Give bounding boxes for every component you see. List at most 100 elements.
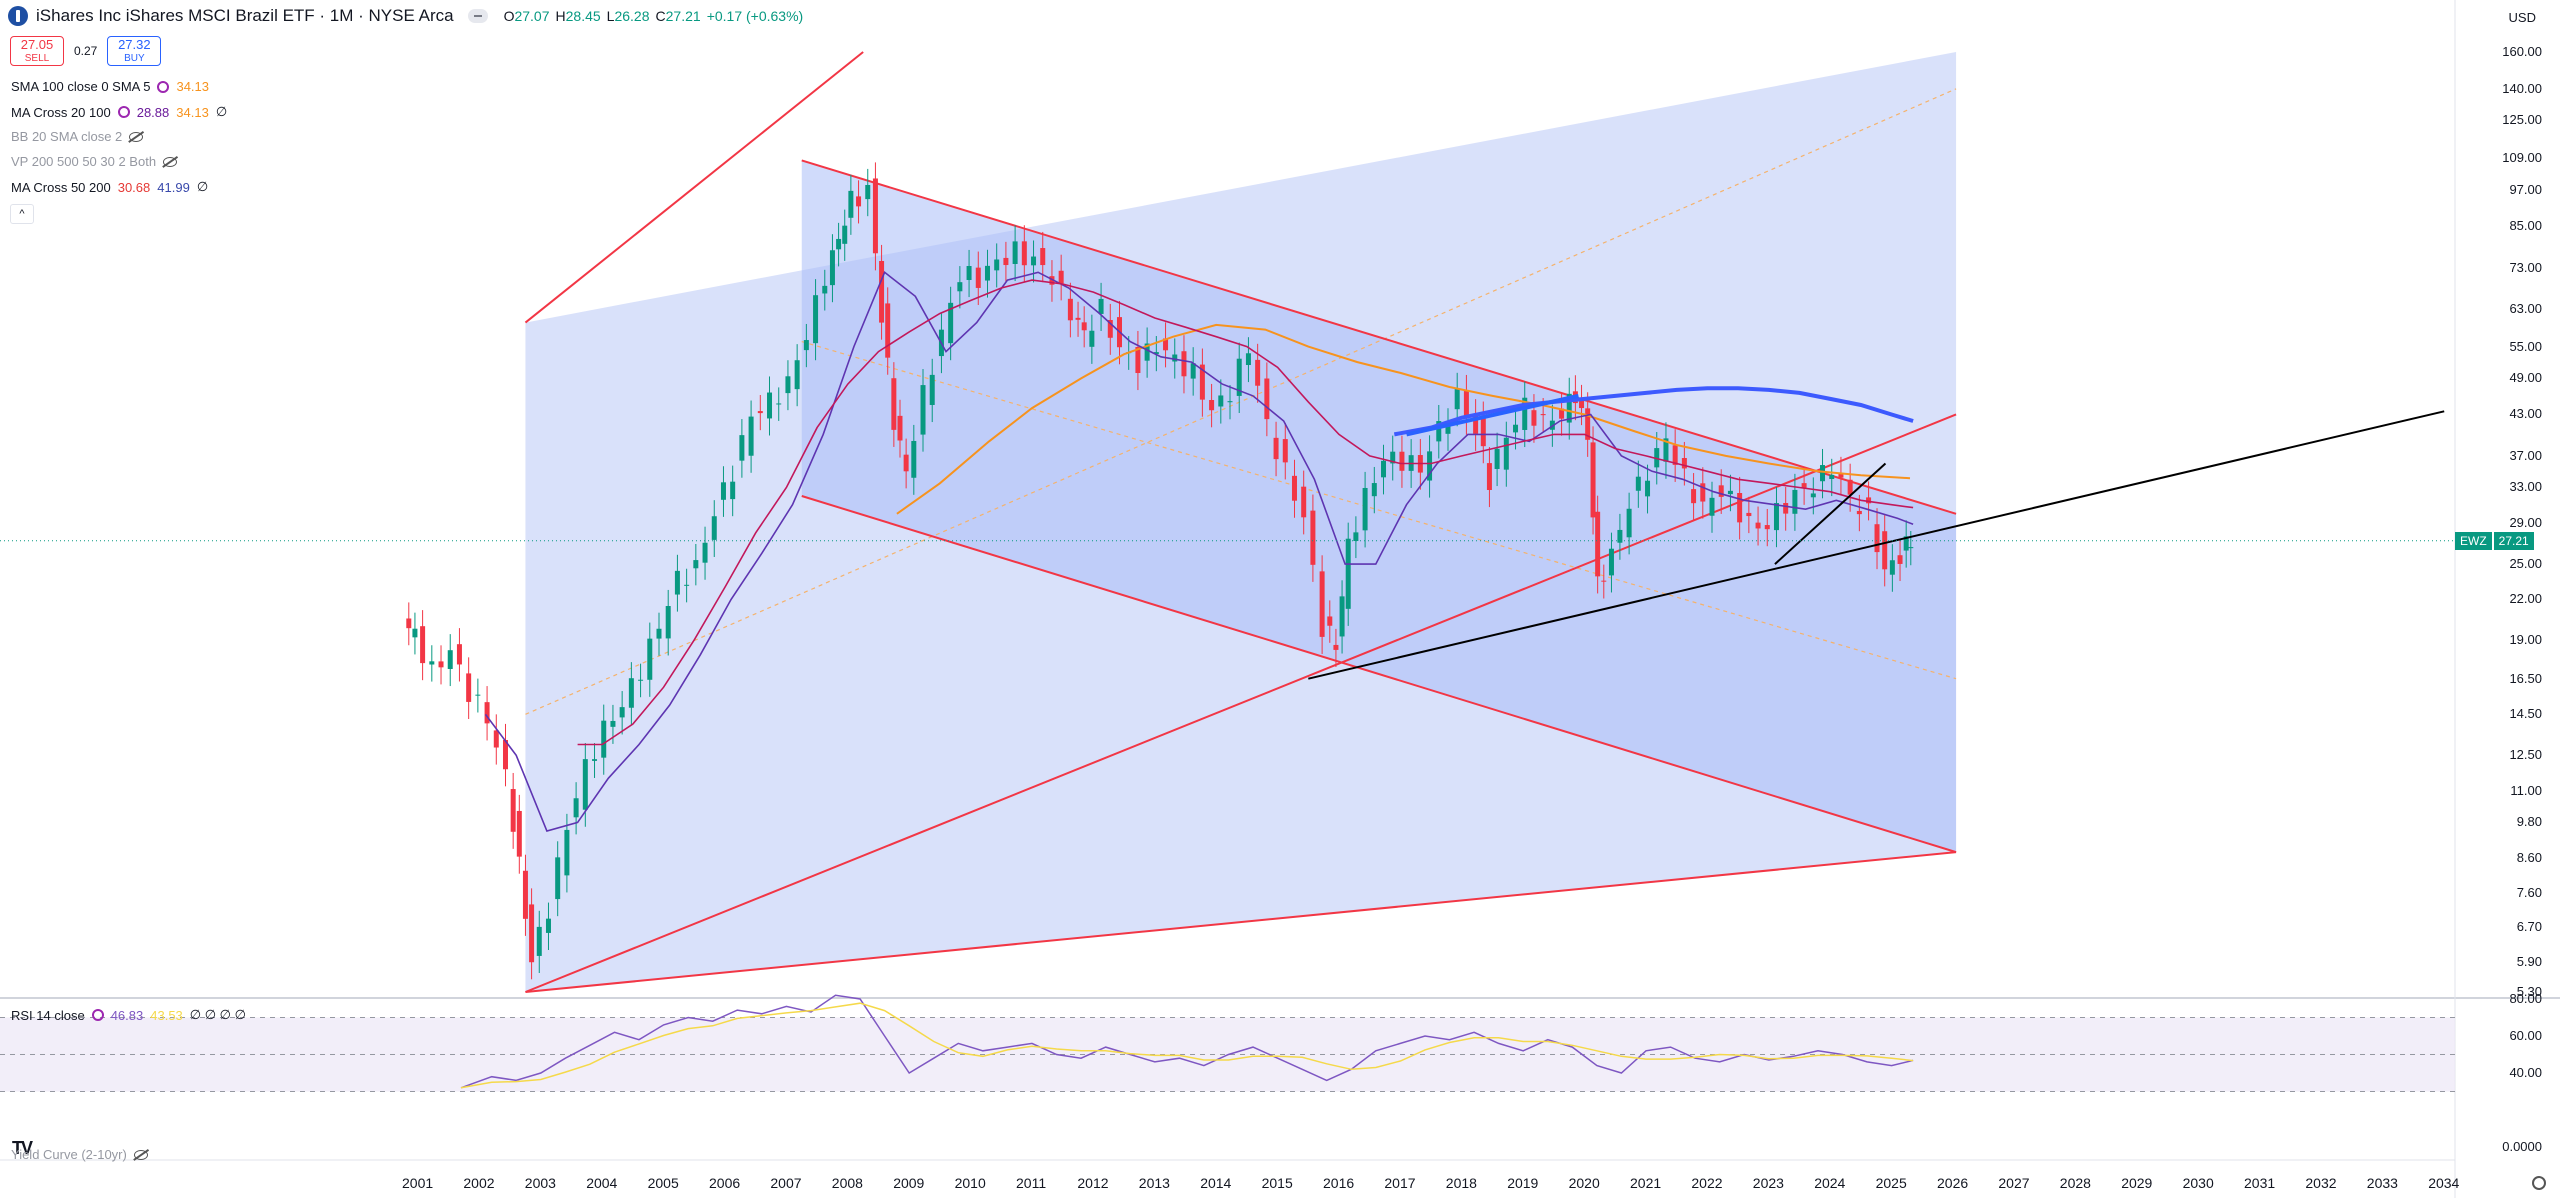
- chart-settings-icon[interactable]: [2532, 1176, 2546, 1190]
- rsi-legend[interactable]: RSI 14 close 46.83 43.53 ∅ ∅ ∅ ∅: [11, 1007, 246, 1023]
- year-tick: 2012: [1077, 1175, 1109, 1191]
- candle-body: [1566, 393, 1572, 423]
- open-value: 27.07: [514, 8, 550, 24]
- candle-body: [1531, 410, 1537, 426]
- last-price-tag: EWZ 27.21: [2455, 531, 2534, 550]
- candle-body: [582, 759, 588, 810]
- candle-body: [1181, 351, 1187, 377]
- candle-body: [412, 628, 418, 638]
- candle-body: [1617, 529, 1623, 543]
- year-tick: 2032: [2305, 1175, 2337, 1191]
- hidden-eye-icon[interactable]: [163, 156, 178, 167]
- candle-body: [555, 857, 561, 900]
- candle-body: [510, 789, 516, 832]
- currency-label[interactable]: USD: [2508, 10, 2536, 25]
- rsi-tick: 60.00: [2509, 1028, 2542, 1043]
- hidden-eye-icon[interactable]: [133, 1149, 148, 1160]
- price-tick: 33.00: [2509, 479, 2542, 495]
- settings-icon[interactable]: [91, 1009, 104, 1021]
- indicator-ma-cross-20-100[interactable]: MA Cross 20 100 28.88 34.13 ∅: [11, 104, 228, 120]
- candle-body: [822, 285, 828, 294]
- candle-body: [994, 259, 1000, 271]
- sell-button[interactable]: 27.05 SELL: [10, 36, 64, 66]
- price-tick: 37.00: [2509, 447, 2542, 463]
- candle-body: [1810, 493, 1816, 498]
- year-tick: 2003: [524, 1175, 556, 1191]
- collapse-legend-button[interactable]: ^: [10, 204, 34, 224]
- candle-body: [1282, 439, 1288, 463]
- candle-body: [466, 673, 472, 702]
- candle-body: [1081, 322, 1087, 331]
- indicator-sma100[interactable]: SMA 100 close 0 SMA 5 34.13: [11, 79, 210, 94]
- candle-body: [920, 385, 926, 435]
- indicator-ma-cross-50-200[interactable]: MA Cross 50 200 30.68 41.99 ∅: [11, 179, 209, 195]
- candle-body: [1908, 547, 1914, 549]
- candle-body: [1838, 472, 1844, 478]
- candle-body: [813, 295, 819, 344]
- candle-body: [601, 720, 607, 758]
- candle-body: [794, 360, 800, 390]
- candle-body: [1626, 508, 1632, 538]
- candle-body: [711, 516, 717, 540]
- candle-body: [1371, 483, 1377, 497]
- ma-cross-20-line: [484, 271, 1914, 832]
- symbol-title[interactable]: iShares Inc iShares MSCI Brazil ETF · 1M…: [36, 6, 454, 25]
- candle-body: [903, 454, 909, 472]
- price-tick: 109.00: [2502, 149, 2542, 165]
- candle-body: [1153, 352, 1159, 355]
- year-tick: 2006: [709, 1175, 741, 1191]
- year-tick: 2029: [2121, 1175, 2153, 1191]
- candle-body: [1889, 560, 1895, 575]
- close-value: 27.21: [665, 8, 701, 24]
- price-tick: 6.70: [2516, 919, 2542, 935]
- price-tick: 5.90: [2516, 954, 2542, 970]
- candle-body: [1040, 248, 1046, 266]
- hidden-eye-icon[interactable]: [129, 131, 144, 142]
- candle-body: [1608, 548, 1614, 576]
- candle-body: [984, 265, 990, 281]
- rsi-tick: 40.00: [2509, 1065, 2542, 1080]
- candle-body: [456, 644, 462, 665]
- candle-body: [610, 720, 616, 727]
- indicator-vp[interactable]: VP 200 500 50 30 2 Both: [11, 154, 178, 169]
- price-tick: 160.00: [2502, 44, 2542, 59]
- candle-body: [1579, 400, 1585, 409]
- year-tick: 2008: [831, 1175, 863, 1191]
- candle-body: [1829, 474, 1835, 480]
- candle-body: [1463, 391, 1469, 418]
- trendline-red_upper_top: [524, 51, 864, 324]
- price-tick: 140.00: [2502, 80, 2542, 96]
- buy-button[interactable]: 27.32 BUY: [107, 36, 162, 66]
- hide-icon[interactable]: [467, 9, 488, 23]
- candle-body: [957, 282, 963, 292]
- candle-body: [1003, 257, 1009, 266]
- year-tick: 2025: [1875, 1175, 1907, 1191]
- year-tick: 2024: [1814, 1175, 1846, 1191]
- candle-body: [1427, 451, 1433, 481]
- candle-body: [1540, 414, 1546, 416]
- price-tick: 25.00: [2509, 556, 2542, 572]
- candle-body: [1436, 421, 1442, 442]
- price-tick: 85.00: [2509, 218, 2542, 234]
- candle-body: [406, 618, 412, 629]
- candle-body: [929, 374, 935, 405]
- settings-icon[interactable]: [157, 80, 170, 93]
- indicator-bb[interactable]: BB 20 SMA close 2: [11, 129, 144, 144]
- candle-body: [1218, 395, 1224, 407]
- candle-body: [1709, 497, 1715, 516]
- price-tick: 97.00: [2509, 182, 2542, 198]
- candle-body: [1737, 493, 1743, 523]
- year-tick: 2021: [1630, 1175, 1662, 1191]
- candle-body: [1590, 442, 1596, 518]
- settings-icon[interactable]: [117, 106, 130, 118]
- candle-body: [420, 626, 426, 664]
- candle-body: [1339, 596, 1345, 637]
- candle-body: [1559, 408, 1565, 419]
- candle-body: [1681, 458, 1687, 469]
- candle-body: [1345, 538, 1351, 609]
- candle-body: [1075, 317, 1081, 320]
- candle-body: [842, 225, 848, 244]
- yield-curve-legend[interactable]: Yield Curve (2-10yr): [11, 1147, 148, 1162]
- candle-body: [1319, 571, 1325, 637]
